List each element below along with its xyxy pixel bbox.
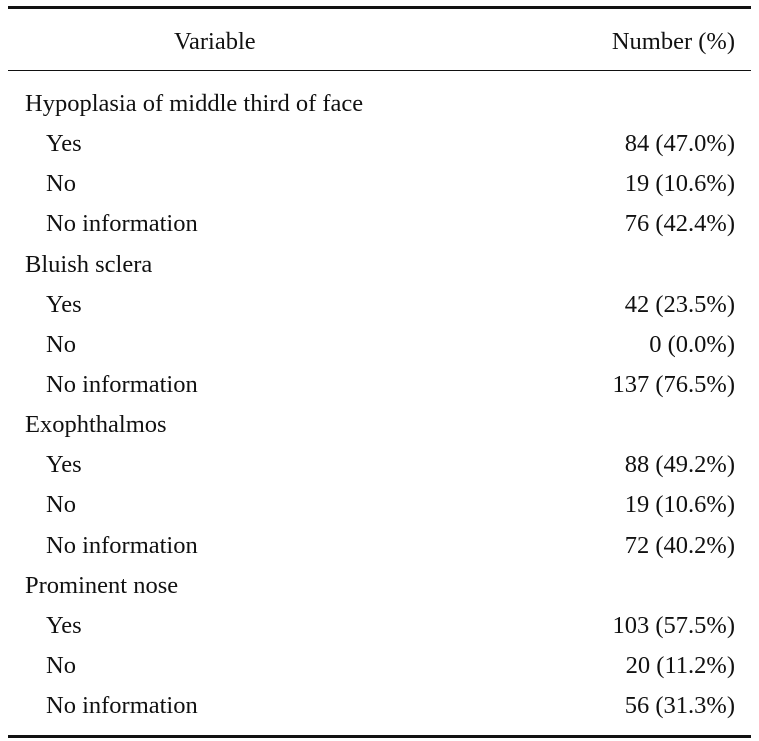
table-row: Yes 103 (57.5%) — [8, 610, 751, 650]
row-value: 76 (42.4%) — [624, 210, 735, 238]
column-header-variable: Variable — [174, 28, 256, 55]
row-value: 137 (76.5%) — [612, 370, 735, 398]
header-rule — [8, 70, 751, 71]
group-row: Hypoplasia of middle third of face — [8, 88, 751, 128]
table-row: No information 76 (42.4%) — [8, 208, 751, 248]
column-header-number: Number (%) — [611, 28, 735, 55]
row-label: No — [46, 330, 76, 358]
row-value: 103 (57.5%) — [612, 611, 735, 639]
table-row: No 0 (0.0%) — [8, 329, 751, 369]
row-value: 84 (47.0%) — [624, 130, 735, 158]
table-row: No 20 (11.2%) — [8, 650, 751, 690]
row-value: 19 (10.6%) — [624, 170, 735, 198]
table-row: No information 72 (40.2%) — [8, 530, 751, 570]
row-label: No — [46, 651, 76, 679]
top-rule — [8, 6, 751, 9]
row-label: No information — [46, 210, 198, 238]
row-label: Yes — [46, 451, 82, 479]
group-row: Prominent nose — [8, 570, 751, 610]
group-label: Hypoplasia of middle third of face — [25, 90, 364, 117]
row-label: No information — [46, 370, 198, 398]
row-value: 56 (31.3%) — [624, 692, 735, 720]
row-label: No — [46, 491, 76, 519]
row-value: 0 (0.0%) — [649, 330, 735, 358]
row-label: No information — [46, 692, 198, 720]
row-label: Yes — [46, 290, 82, 318]
table-row: Yes 42 (23.5%) — [8, 289, 751, 329]
table-body: Hypoplasia of middle third of face Yes 8… — [8, 88, 751, 730]
table-row: No information 137 (76.5%) — [8, 369, 751, 409]
group-label: Prominent nose — [25, 571, 179, 599]
table-row: No information 56 (31.3%) — [8, 690, 751, 730]
group-row: Exophthalmos — [8, 409, 751, 449]
table-row: Yes 88 (49.2%) — [8, 449, 751, 489]
group-label: Bluish sclera — [25, 250, 153, 278]
table-row: No 19 (10.6%) — [8, 489, 751, 529]
group-row: Bluish sclera — [8, 249, 751, 289]
row-value: 19 (10.6%) — [624, 491, 735, 519]
table-row: No 19 (10.6%) — [8, 168, 751, 208]
group-label: Exophthalmos — [25, 411, 167, 439]
bottom-rule — [8, 735, 751, 738]
row-value: 42 (23.5%) — [624, 290, 735, 318]
row-value: 20 (11.2%) — [625, 651, 735, 679]
row-value: 88 (49.2%) — [624, 451, 735, 479]
row-label: Yes — [46, 130, 82, 158]
row-label: No information — [46, 531, 198, 559]
table-row: Yes 84 (47.0%) — [8, 128, 751, 168]
row-label: Yes — [46, 611, 82, 639]
row-label: No — [46, 170, 76, 198]
row-value: 72 (40.2%) — [624, 531, 735, 559]
data-table: Variable Number (%) Hypoplasia of middle… — [8, 6, 751, 738]
